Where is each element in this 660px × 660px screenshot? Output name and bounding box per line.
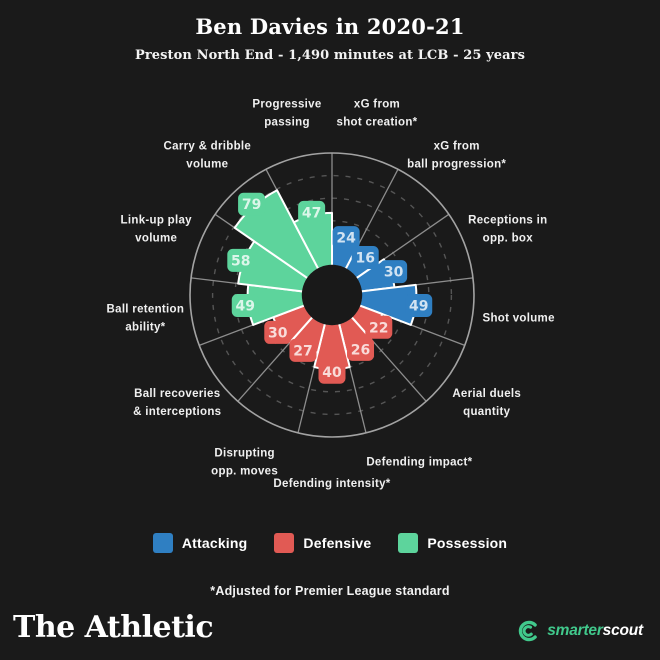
metric-label: Shot volume: [482, 313, 554, 325]
sector-value: 49: [409, 299, 428, 315]
sector-value: 22: [369, 320, 388, 336]
metric-label: Ball recoveries & interceptions: [133, 388, 221, 418]
legend-item-possession: Possession: [398, 533, 507, 553]
smarterscout-swirl-icon: [519, 620, 537, 642]
sector-value-badge: [405, 294, 433, 318]
sector-value: 24: [336, 231, 356, 247]
sector-value: 27: [293, 343, 312, 359]
sector-value: 26: [351, 342, 370, 358]
metric-label: xG from ball progression*: [407, 140, 506, 170]
sector-value-badge: [227, 248, 255, 272]
outer-ring: [189, 152, 475, 438]
metric-label: Defending intensity*: [273, 478, 390, 490]
page-title: Ben Davies in 2020-21: [195, 14, 465, 39]
sector-value-badge: [380, 260, 408, 284]
legend-swatch: [274, 533, 295, 553]
sector-value: 16: [355, 251, 374, 267]
metric-label: Disrupting opp. moves: [211, 447, 278, 477]
metric-label: Link-up play volume: [121, 214, 193, 244]
sector-value-badge: [231, 294, 259, 318]
metric-label: Aerial duels quantity: [452, 388, 521, 418]
smarterscout-word-scout: scout: [602, 622, 644, 639]
metric-label: xG from shot creation*: [337, 98, 418, 128]
sector-value-badge: [298, 200, 326, 224]
metric-label: Carry & dribble volume: [164, 140, 252, 170]
legend-swatch: [398, 533, 419, 553]
page-subtitle: Preston North End - 1,490 minutes at LCB…: [134, 48, 526, 63]
metric-label: Receptions in opp. box: [468, 214, 547, 244]
sector-value-badge: [318, 360, 346, 384]
sector-value-badge: [264, 320, 292, 344]
sector-value: 49: [236, 299, 255, 315]
sector-value: 30: [268, 325, 288, 341]
sector-value-badge: [289, 338, 317, 362]
legend-label: Attacking: [181, 535, 248, 551]
legend-item-attacking: Attacking: [152, 533, 248, 553]
metric-label: Defending impact*: [366, 456, 472, 468]
sector-value-badge: [365, 315, 393, 339]
sector-value: 58: [231, 253, 250, 269]
sector-value: 79: [242, 197, 261, 213]
sector-value: 30: [384, 265, 404, 281]
header: Ben Davies in 2020-21 Preston North End …: [0, 14, 660, 63]
athletic-logo: The Athletic: [13, 610, 214, 645]
smarterscout-wordmark: smarterscout: [547, 622, 643, 640]
smarterscout-logo: smarterscout: [515, 617, 643, 645]
legend-swatch: [152, 533, 173, 553]
sector-value-badge: [238, 192, 266, 216]
footnote: *Adjusted for Premier League standard: [210, 584, 450, 598]
grid-ring: [211, 174, 453, 416]
sector-value-badge: [332, 226, 360, 250]
legend-label: Possession: [427, 535, 508, 551]
legend-label: Defensive: [303, 535, 372, 551]
metric-label: Progressive passing: [252, 98, 321, 128]
metric-label: Ball retention ability*: [107, 304, 185, 334]
smarterscout-word-smarter: smarter: [547, 622, 603, 639]
chart-hole: [301, 264, 363, 326]
sector-value-badge: [347, 337, 375, 361]
chart-legend: Attacking Defensive Possession: [0, 533, 660, 553]
legend-item-defensive: Defensive: [274, 533, 371, 553]
sector-value: 47: [302, 205, 321, 221]
sector-value-badge: [351, 246, 379, 270]
sector-value: 40: [322, 365, 342, 381]
